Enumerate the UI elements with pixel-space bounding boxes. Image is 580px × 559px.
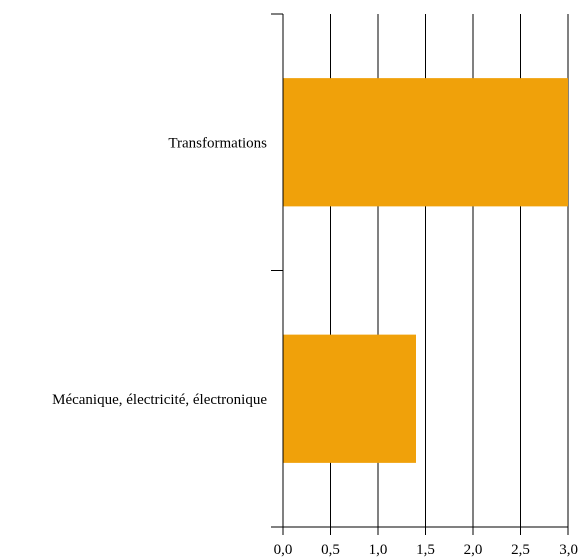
bar (283, 334, 416, 463)
x-tick-label: 0,5 (321, 542, 340, 558)
x-tick-label: 2,5 (511, 542, 530, 558)
x-tick-label: 1,5 (416, 542, 435, 558)
x-tick-label: 1,0 (369, 542, 388, 558)
category-label: Transformations (168, 135, 267, 151)
x-tick-label: 0,0 (274, 542, 293, 558)
category-label: Mécanique, électricité, électronique (52, 392, 267, 408)
bar (283, 78, 568, 207)
x-tick-label: 3,0 (559, 542, 578, 558)
x-tick-label: 2,0 (464, 542, 483, 558)
